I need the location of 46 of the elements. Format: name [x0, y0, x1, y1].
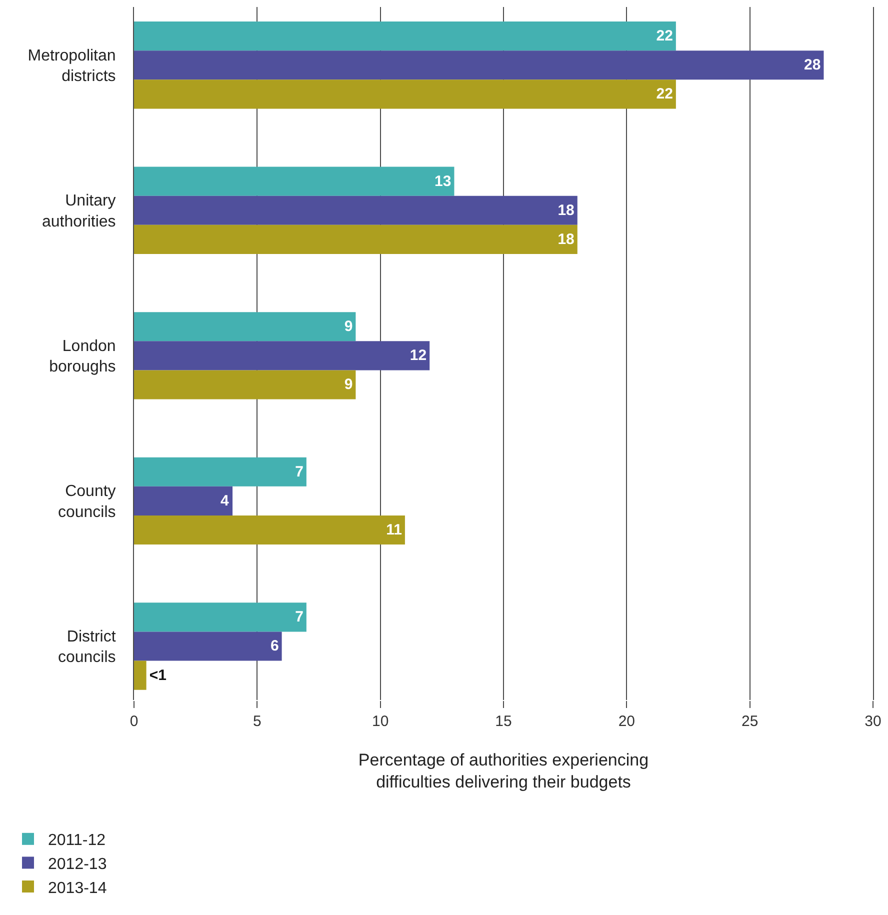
- x-tick-label: 5: [253, 713, 262, 730]
- x-tick-label: 30: [864, 713, 882, 730]
- bar: [134, 486, 233, 516]
- data-label: 18: [558, 202, 574, 219]
- data-label: 11: [386, 522, 402, 539]
- legend-label: 2012-13: [48, 856, 107, 873]
- bar: [134, 312, 356, 342]
- data-label: <1: [149, 666, 166, 684]
- data-label: 4: [220, 492, 230, 510]
- bar: [134, 457, 306, 486]
- data-label: 9: [344, 318, 353, 336]
- x-tick-label: 20: [618, 713, 636, 730]
- bar: [134, 370, 356, 400]
- legend-label: 2013-14: [48, 880, 107, 897]
- y-tick-label: London boroughs: [49, 338, 116, 376]
- y-tick-label: Metropolitan districts: [28, 47, 116, 86]
- bar: [134, 224, 578, 254]
- x-tick-label: 0: [130, 713, 138, 730]
- data-label: 13: [434, 172, 452, 190]
- bar: [134, 515, 405, 545]
- bar: [134, 632, 282, 661]
- x-tick-label: 15: [495, 713, 512, 730]
- y-tick-label: District councils: [58, 628, 116, 666]
- data-label: 9: [344, 376, 353, 394]
- bar: [134, 602, 306, 632]
- x-axis-title: Percentage of authorities experiencing difficulties delivering their budgets: [358, 750, 649, 792]
- legend-label: 2011-12: [48, 832, 106, 850]
- data-label: 7: [295, 608, 304, 626]
- bar: [134, 660, 146, 690]
- bar: [134, 50, 824, 80]
- data-label: 7: [295, 463, 304, 480]
- bar: [134, 341, 430, 370]
- data-label: 6: [270, 638, 279, 655]
- bar: [134, 22, 676, 51]
- data-label: 22: [656, 86, 673, 103]
- bar: [134, 80, 676, 109]
- bar: [134, 166, 454, 196]
- x-tick-label: 10: [372, 713, 389, 730]
- data-label: 28: [804, 56, 821, 74]
- data-label: 12: [410, 347, 427, 364]
- y-tick-label: County councils: [58, 483, 116, 521]
- x-tick-label: 25: [741, 713, 758, 730]
- y-tick-label: Unitary authorities: [42, 192, 116, 230]
- bar: [134, 196, 578, 225]
- data-label: 22: [656, 28, 673, 45]
- data-label: 18: [558, 230, 574, 248]
